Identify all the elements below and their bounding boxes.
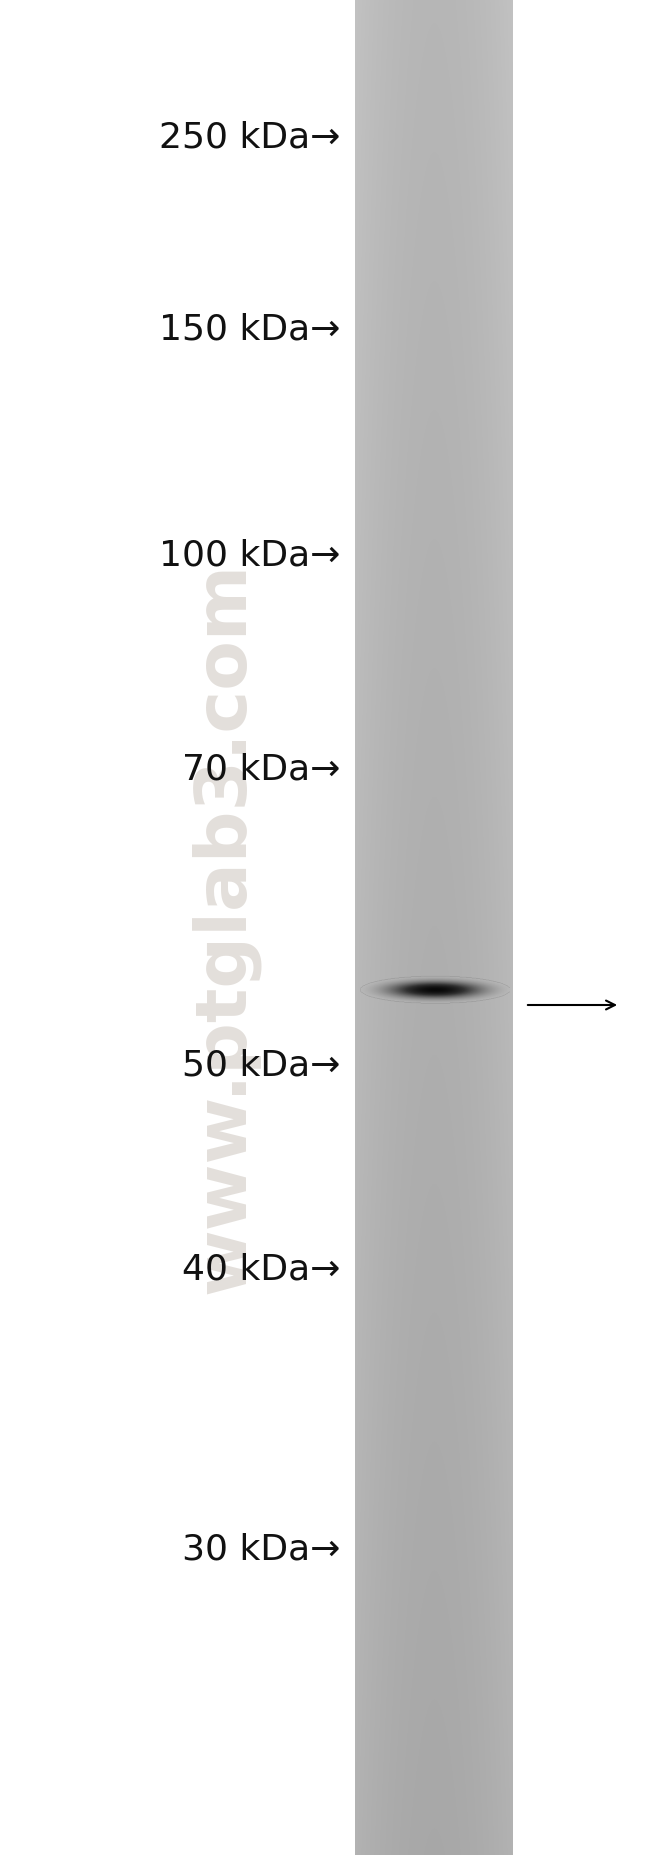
Text: 40 kDa→: 40 kDa→ <box>181 1252 340 1287</box>
Text: 100 kDa→: 100 kDa→ <box>159 538 340 571</box>
Text: 150 kDa→: 150 kDa→ <box>159 313 340 347</box>
Text: 250 kDa→: 250 kDa→ <box>159 121 340 156</box>
Text: www.ptglab3.com: www.ptglab3.com <box>190 562 260 1295</box>
Text: 50 kDa→: 50 kDa→ <box>181 1048 340 1081</box>
Text: 70 kDa→: 70 kDa→ <box>181 753 340 787</box>
Text: 30 kDa→: 30 kDa→ <box>181 1532 340 1567</box>
